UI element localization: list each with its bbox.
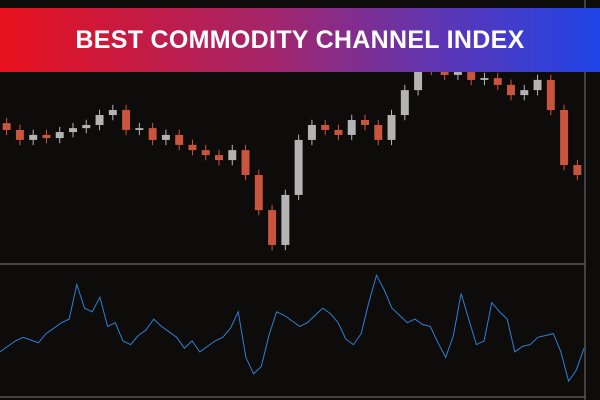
- candle-body: [493, 78, 502, 85]
- banner: BEST COMMODITY CHANNEL INDEX: [0, 8, 600, 72]
- candle-body: [374, 124, 383, 140]
- candle-body: [573, 165, 582, 176]
- candle-body: [480, 78, 489, 80]
- candle-body: [281, 194, 290, 245]
- candle-body: [42, 134, 51, 139]
- candle-body: [148, 128, 157, 140]
- candle-body: [467, 72, 476, 80]
- cci-line: [0, 273, 585, 383]
- candle-body: [546, 79, 555, 111]
- candle-body: [122, 110, 131, 130]
- candle-body: [268, 210, 277, 245]
- candle-body: [507, 84, 515, 96]
- candle-body: [161, 134, 170, 140]
- candle-body: [15, 129, 24, 140]
- candle-body: [201, 150, 210, 156]
- candle-body: [321, 124, 330, 130]
- candle-body: [135, 128, 144, 130]
- candle-body: [414, 59, 423, 91]
- candle-body: [29, 134, 38, 140]
- candle-body: [175, 134, 184, 145]
- candle-body: [307, 124, 316, 140]
- candle-body: [2, 123, 11, 130]
- candle-body: [95, 115, 104, 125]
- candle-body: [254, 175, 263, 211]
- candle-body: [241, 150, 250, 176]
- candle-body: [453, 72, 462, 75]
- candle-body: [347, 119, 356, 135]
- candle-body: [440, 69, 449, 75]
- candle-body: [82, 124, 91, 129]
- candle-body: [533, 79, 542, 91]
- candle-body: [294, 139, 303, 195]
- candle-body: [361, 119, 369, 125]
- candle-body: [228, 150, 237, 161]
- candle-body: [188, 144, 197, 151]
- candle-body: [108, 110, 117, 116]
- candle-body: [400, 90, 409, 116]
- candle-body: [520, 90, 529, 96]
- candle-body: [55, 132, 64, 139]
- candle-body: [560, 110, 569, 166]
- candle-body: [387, 115, 396, 140]
- banner-title: BEST COMMODITY CHANNEL INDEX: [75, 25, 525, 54]
- candle-body: [334, 129, 343, 135]
- candle-body: [215, 155, 223, 161]
- candle-body: [69, 128, 77, 133]
